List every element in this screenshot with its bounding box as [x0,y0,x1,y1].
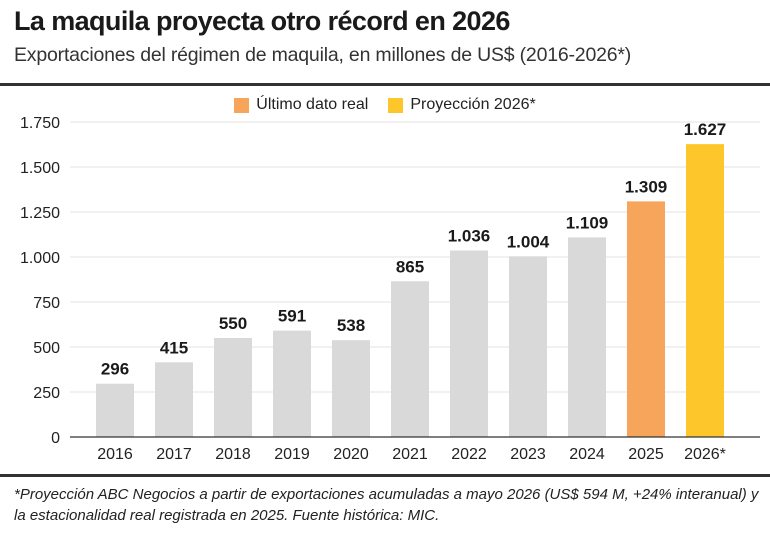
bar-value-label: 1.627 [684,120,727,139]
footnote: *Proyección ABC Negocios a partir de exp… [14,486,759,524]
bar-value-label: 1.109 [566,213,609,232]
legend-item-projection: Proyección 2026* [388,96,536,114]
x-tick-label: 2018 [215,446,251,463]
bar-value-label: 865 [396,257,424,276]
bar [450,250,488,437]
x-tick-label: 2017 [156,446,192,463]
top-divider [0,83,770,86]
legend: Último dato real Proyección 2026* [0,96,770,114]
x-tick-label: 2021 [392,446,428,463]
y-tick-label: 500 [33,340,60,357]
y-tick-label: 1.500 [20,160,60,177]
bar [96,383,134,437]
legend-swatch-projection [388,97,404,113]
y-tick-label: 1.250 [20,205,60,222]
bar [155,362,193,437]
chart-title: La maquila proyecta otro récord en 2026 [14,6,510,36]
bar-value-label: 1.004 [507,232,550,251]
bottom-divider [0,474,770,477]
bar [273,330,311,437]
bar-value-label: 296 [101,360,129,379]
chart-subtitle: Exportaciones del régimen de maquila, en… [14,44,632,66]
x-tick-label: 2026* [684,446,726,463]
bar [214,338,252,437]
x-tick-label: 2024 [569,446,605,463]
x-tick-label: 2020 [333,446,369,463]
legend-item-last-real: Último dato real [234,96,368,114]
y-tick-label: 750 [33,295,60,312]
x-tick-label: 2023 [510,446,546,463]
x-tick-label: 2019 [274,446,310,463]
y-tick-label: 1.000 [20,250,60,267]
bar-chart: 0 250 500 750 1.000 1.250 1.500 1.750 296 2016 415… [20,115,760,463]
x-tick-label: 2016 [97,446,133,463]
legend-label-last-real: Último dato real [256,96,369,113]
legend-label-projection: Proyección 2026* [410,96,536,113]
bar [627,201,665,437]
legend-swatch-last-real [234,97,250,113]
y-tick-label: 1.750 [20,115,60,132]
y-tick-label: 0 [51,430,60,447]
bar-value-label: 591 [278,307,306,326]
bar-value-label: 415 [160,338,188,357]
bar-value-label: 538 [337,316,365,335]
x-tick-label: 2025 [628,446,664,463]
y-tick-label: 250 [33,385,60,402]
bar [332,340,370,437]
bar-value-label: 550 [219,314,247,333]
x-tick-label: 2022 [451,446,487,463]
bar-value-label: 1.036 [448,227,491,246]
bar [686,144,724,437]
bar [568,237,606,437]
bar-value-label: 1.309 [625,177,668,196]
bar [391,281,429,437]
bar [509,256,547,437]
